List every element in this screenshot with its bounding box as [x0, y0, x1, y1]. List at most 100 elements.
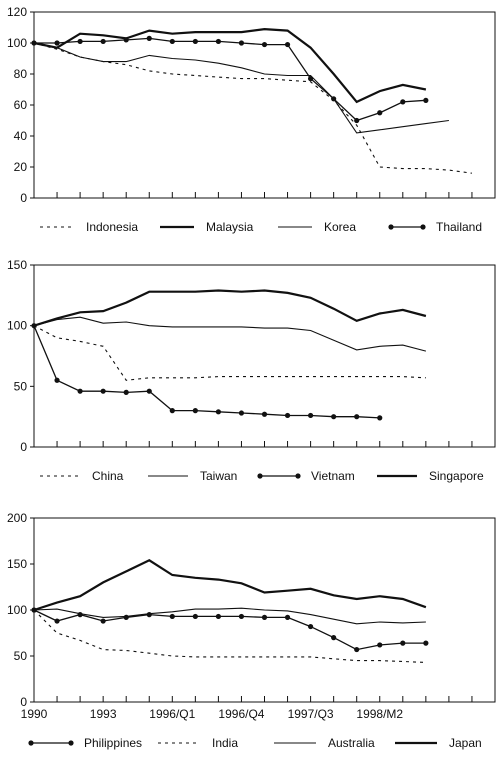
x-tick-label: 1990	[21, 707, 48, 721]
data-point-vietnam	[123, 389, 129, 395]
y-tick-label: 80	[14, 67, 28, 81]
y-tick-label: 200	[7, 511, 27, 525]
legend-label-thailand: Thailand	[436, 220, 482, 234]
data-point-vietnam	[238, 410, 245, 416]
data-point-philippines	[238, 613, 245, 620]
series-line-india	[33, 609, 426, 663]
chart-panel-middle: 0 50 100 150 China Taiwan Vietnam Singapore	[7, 258, 496, 483]
series-line-china	[33, 325, 426, 381]
y-tick-label: 0	[20, 440, 27, 454]
series-line-singapore	[33, 289, 427, 327]
y-tick-label: 50	[14, 379, 28, 393]
legend-label-malaysia: Malaysia	[206, 220, 254, 234]
data-point-philippines	[261, 614, 268, 620]
legend-label-australia: Australia	[328, 736, 375, 750]
chart-panel-bottom: 0 50 100 150 200 1990 1993 1996/Q1 1996/Q4 1997/Q…	[7, 511, 496, 750]
series-line-indonesia	[33, 42, 472, 174]
series-line-vietnam	[33, 325, 380, 419]
data-point-philippines	[169, 613, 175, 620]
legend-label-vietnam: Vietnam	[311, 469, 355, 483]
data-point-philippines	[284, 614, 291, 620]
legend-marker-thailand	[420, 224, 426, 230]
y-tick-label: 100	[7, 36, 27, 50]
data-point-vietnam	[261, 411, 268, 417]
legend-label-japan: Japan	[449, 736, 482, 750]
data-point-thailand	[169, 38, 175, 45]
data-point-philippines	[54, 618, 60, 624]
chart-panel-top: 0 20 40 60 80 100 120 Indonesia Malaysia Korea Tha…	[7, 5, 496, 234]
legend-label-korea: Korea	[324, 220, 356, 234]
series-line-malaysia	[33, 27, 427, 104]
series-line-australia	[33, 607, 426, 625]
data-point-vietnam	[308, 412, 314, 419]
legend-marker-vietnam	[257, 473, 263, 479]
data-point-philippines	[123, 614, 129, 620]
series-line-japan	[33, 559, 427, 612]
legend-label-india: India	[212, 736, 238, 750]
data-point-thailand	[331, 96, 337, 102]
y-tick-label: 150	[7, 557, 27, 571]
data-point-vietnam	[77, 388, 83, 394]
data-point-thailand	[123, 37, 129, 43]
legend-label-singapore: Singapore	[429, 469, 484, 483]
data-point-philippines	[354, 646, 360, 653]
data-point-thailand	[192, 38, 198, 45]
y-tick-label: 0	[20, 191, 27, 205]
data-point-thailand	[377, 110, 383, 116]
y-tick-label: 40	[14, 129, 28, 143]
data-point-thailand	[308, 76, 314, 82]
data-point-vietnam	[331, 414, 337, 420]
data-point-thailand	[261, 41, 268, 48]
data-point-vietnam	[354, 414, 360, 420]
data-point-philippines	[100, 618, 106, 624]
x-tick-label: 1993	[90, 707, 117, 721]
data-point-thailand	[215, 38, 221, 45]
y-tick-label: 100	[7, 603, 27, 617]
data-point-vietnam	[100, 388, 106, 394]
legend-label-indonesia: Indonesia	[86, 220, 138, 234]
legend-marker-philippines	[68, 740, 74, 746]
data-point-vietnam	[377, 415, 383, 421]
data-point-philippines	[146, 612, 152, 618]
data-point-philippines	[192, 613, 198, 620]
legend-marker-thailand	[388, 224, 394, 230]
data-point-philippines	[215, 613, 221, 620]
y-tick-label: 120	[7, 5, 27, 19]
plot-frame	[33, 264, 496, 448]
data-point-vietnam	[192, 408, 198, 414]
data-point-philippines	[377, 642, 383, 648]
data-point-philippines	[423, 640, 429, 646]
legend-label-china: China	[92, 469, 124, 483]
data-point-thailand	[77, 38, 83, 45]
data-point-thailand	[423, 97, 429, 103]
legend-marker-philippines	[28, 740, 34, 746]
series-line-philippines	[33, 609, 426, 651]
data-point-thailand	[54, 40, 60, 46]
y-tick-label: 0	[20, 695, 27, 709]
data-point-thailand	[100, 38, 106, 45]
y-tick-label: 20	[14, 160, 28, 174]
y-tick-label: 150	[7, 258, 27, 272]
series-line-taiwan	[33, 316, 427, 352]
data-point-thailand	[146, 35, 152, 41]
data-point-philippines	[331, 635, 337, 641]
data-point-thailand	[284, 41, 291, 48]
legend-marker-vietnam	[295, 473, 301, 479]
data-point-thailand	[31, 40, 37, 46]
x-tick-label: 1998/M2	[356, 707, 403, 721]
data-point-thailand	[238, 40, 245, 46]
data-point-vietnam	[215, 409, 221, 415]
data-point-vietnam	[54, 377, 60, 383]
y-tick-label: 50	[14, 649, 28, 663]
data-point-vietnam	[146, 388, 152, 394]
x-tick-label: 1996/Q4	[218, 707, 264, 721]
data-point-vietnam	[169, 408, 175, 414]
series-line-korea	[33, 42, 449, 134]
data-point-philippines	[308, 623, 314, 630]
x-tick-label: 1997/Q3	[288, 707, 334, 721]
x-tick-label: 1996/Q1	[149, 707, 195, 721]
data-point-philippines	[400, 640, 406, 646]
series-line-thailand	[34, 37, 426, 122]
data-point-vietnam	[284, 412, 291, 419]
